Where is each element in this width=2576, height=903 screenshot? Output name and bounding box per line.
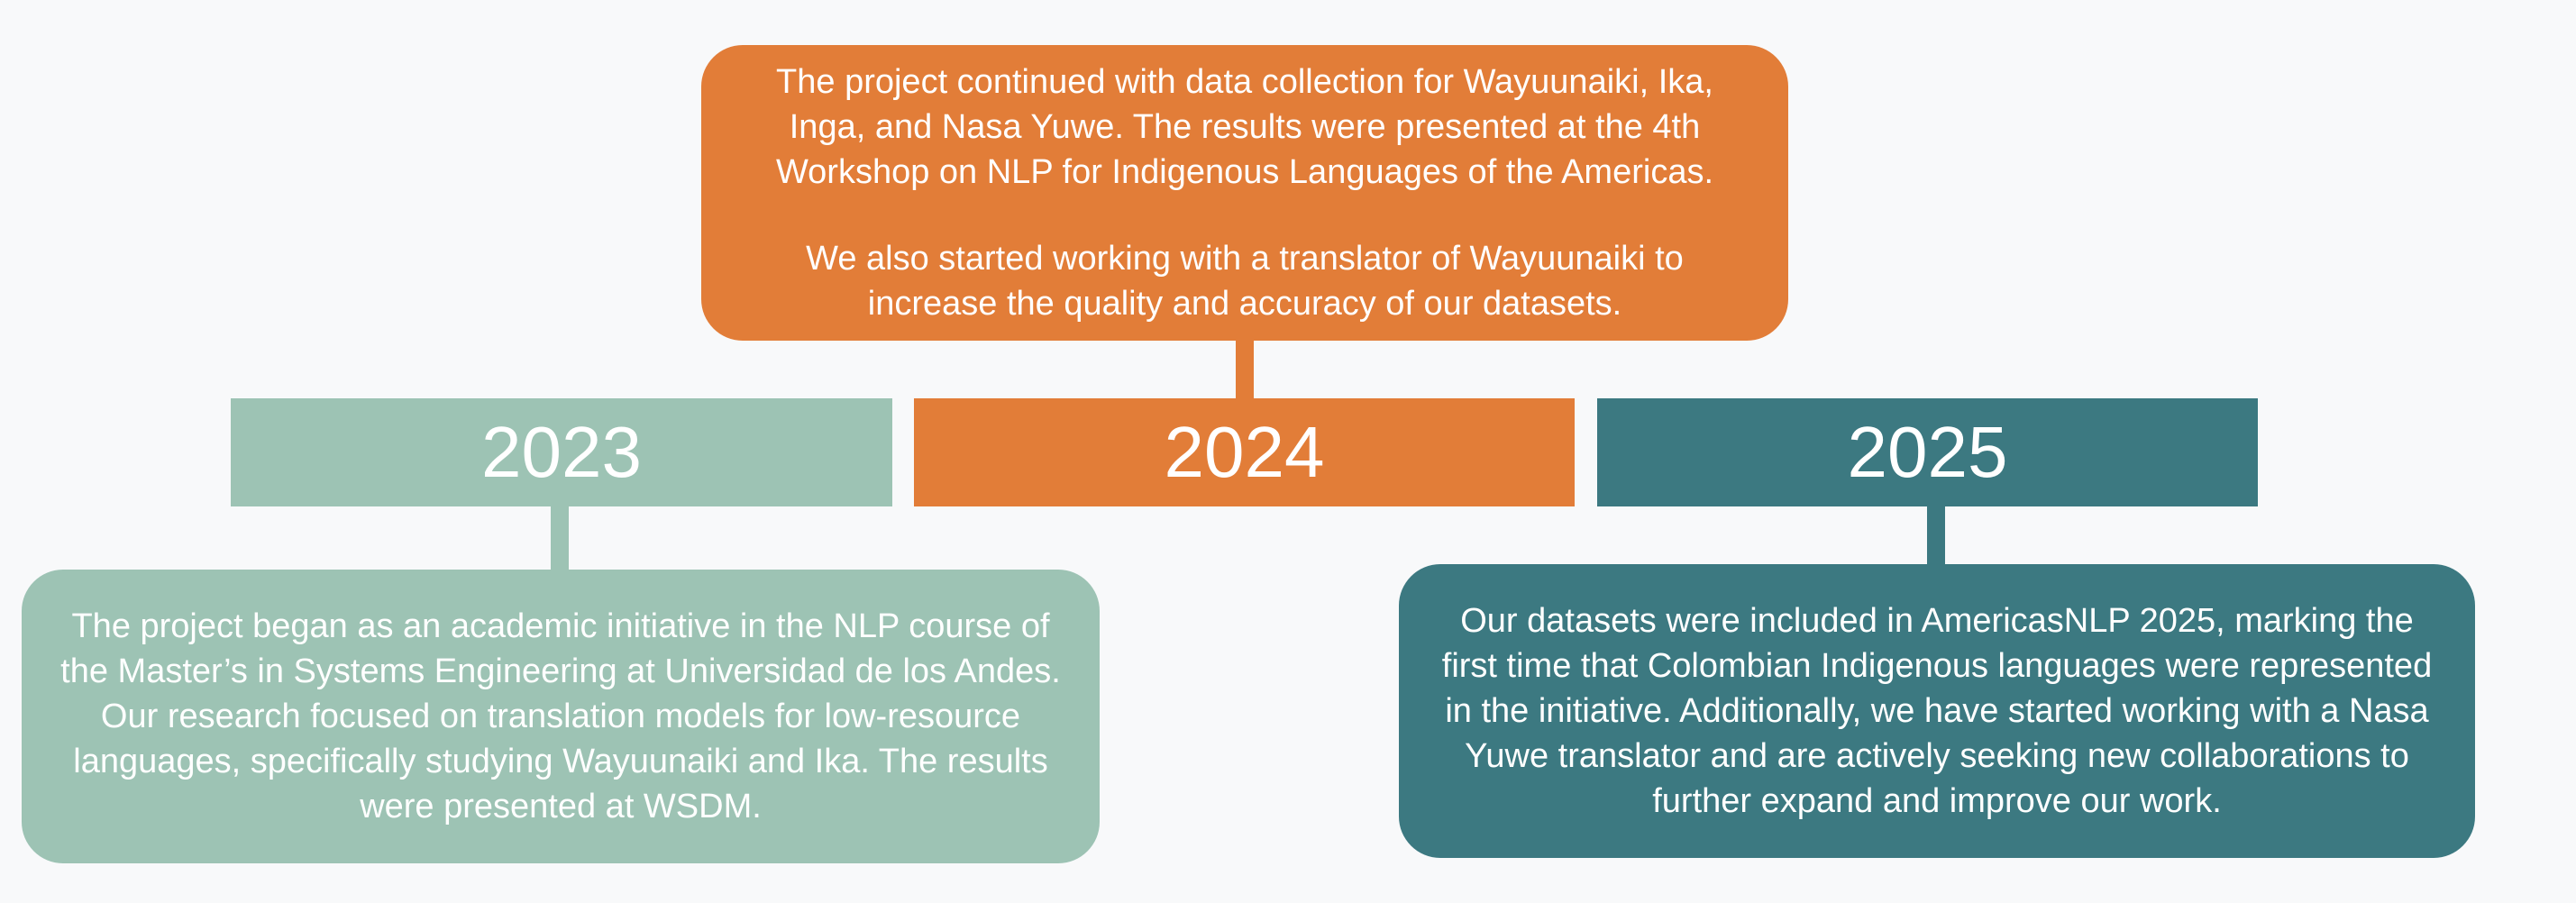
year-label-2024: 2024 (914, 398, 1575, 506)
timeline-2023-paragraph-1: The project began as an academic initiat… (60, 607, 1061, 826)
year-label-2025: 2025 (1597, 398, 2258, 506)
timeline-2024-paragraph-1: The project continued with data collecti… (775, 62, 1714, 191)
timeline-2024-description: The project continued with data collecti… (701, 45, 1788, 341)
timeline-2025-description: Our datasets were included in AmericasNL… (1399, 564, 2475, 858)
connector-2023 (551, 505, 569, 571)
timeline-2025-paragraph-1: Our datasets were included in AmericasNL… (1441, 601, 2433, 821)
timeline-2024-paragraph-2: We also started working with a translato… (806, 240, 1684, 324)
year-label-2023: 2023 (231, 398, 892, 506)
connector-2024 (1236, 339, 1254, 400)
connector-2025 (1927, 505, 1945, 566)
timeline-2023-description: The project began as an academic initiat… (22, 570, 1100, 863)
